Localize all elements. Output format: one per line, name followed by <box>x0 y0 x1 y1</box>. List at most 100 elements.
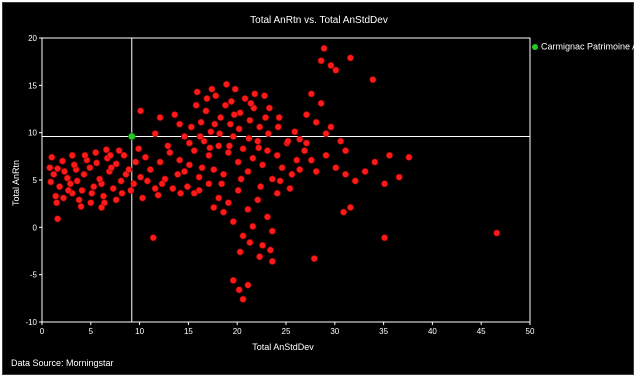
fund-point <box>340 208 348 216</box>
fund-point <box>259 161 267 169</box>
fund-point <box>58 157 66 165</box>
fund-point <box>143 177 151 185</box>
fund-point <box>107 164 115 172</box>
fund-point <box>284 137 292 145</box>
fund-point <box>236 248 244 256</box>
fund-point <box>156 114 164 122</box>
fund-point <box>337 137 345 145</box>
fund-point <box>215 194 223 202</box>
fund-point <box>99 192 107 200</box>
x-axis-label: Total AnStdDev <box>252 342 314 352</box>
x-axis-ticks: 0 5 10 15 20 25 30 35 40 45 50 <box>40 322 535 336</box>
fund-point <box>245 134 253 142</box>
fund-point <box>109 185 117 193</box>
fund-point <box>200 137 208 145</box>
x-tick-label: 50 <box>526 327 535 336</box>
fund-point <box>230 111 238 119</box>
fund-point <box>215 142 223 150</box>
fund-point <box>149 234 157 242</box>
fund-point <box>293 156 301 164</box>
fund-point <box>117 177 125 185</box>
fund-point <box>210 203 218 211</box>
fund-point <box>268 175 276 183</box>
legend-label-carmignac: Carmignac Patrimoine A <box>541 41 636 52</box>
fund-point <box>234 186 242 194</box>
fund-point <box>247 99 255 107</box>
scatter-plot: 0 5 10 15 20 25 30 35 40 45 50 -10 -5 0 5 10 15 20 <box>25 34 535 336</box>
x-tick-label: 15 <box>184 327 193 336</box>
fund-point <box>151 185 159 193</box>
fund-point <box>220 170 228 178</box>
x-tick-label: 40 <box>428 327 437 336</box>
fund-point <box>259 241 267 249</box>
chart-title: Total AnRtn vs. Total AnStdDev <box>250 15 388 26</box>
fund-point <box>229 218 237 226</box>
fund-point <box>275 114 283 122</box>
fund-point <box>73 177 81 185</box>
fund-point <box>227 97 235 105</box>
fund-point <box>52 192 60 200</box>
fund-point <box>203 95 211 103</box>
fund-point <box>263 147 271 155</box>
fund-point <box>177 189 185 197</box>
fund-point <box>235 125 243 133</box>
x-tick-label: 30 <box>330 327 339 336</box>
fund-point <box>50 170 58 178</box>
fund-point <box>256 123 264 131</box>
y-tick-label: -10 <box>25 318 37 327</box>
x-tick-label: 20 <box>233 327 242 336</box>
fund-point <box>53 199 61 207</box>
fund-point <box>229 132 237 140</box>
fund-point <box>185 161 193 169</box>
fund-point <box>332 66 340 74</box>
fund-point <box>310 255 318 263</box>
fund-point <box>224 199 232 207</box>
fund-point <box>90 183 98 191</box>
fund-point <box>220 208 228 216</box>
x-tick-label: 35 <box>379 327 388 336</box>
fund-point <box>190 189 198 197</box>
fund-point <box>317 57 325 65</box>
legend-swatch-carmignac <box>532 43 538 50</box>
fund-point <box>265 104 273 112</box>
fund-point <box>64 186 72 194</box>
fund-point <box>102 146 110 154</box>
fund-point <box>264 130 272 138</box>
fund-point <box>332 164 340 172</box>
fund-point <box>385 151 393 159</box>
fund-point <box>135 145 143 153</box>
fund-point <box>320 44 328 52</box>
fund-point <box>255 144 263 152</box>
fund-point <box>217 114 225 122</box>
fund-point <box>225 142 233 150</box>
fund-point <box>296 166 304 174</box>
fund-point <box>224 149 232 157</box>
fund-point <box>60 167 68 175</box>
fund-point <box>312 118 320 126</box>
fund-point <box>208 85 216 93</box>
fund-point <box>207 128 215 136</box>
y-axis-ticks: -10 -5 0 5 10 15 20 <box>25 34 42 327</box>
fund-point <box>174 170 182 178</box>
fund-point <box>180 167 188 175</box>
fund-point <box>205 180 213 188</box>
fund-point <box>302 111 310 119</box>
fund-point <box>210 166 218 174</box>
fund-point <box>132 158 140 166</box>
fund-point <box>68 151 76 159</box>
fund-point <box>317 99 325 107</box>
fund-point <box>235 286 243 294</box>
fund-point <box>80 170 88 178</box>
fund-point <box>218 180 226 188</box>
fund-point <box>236 109 244 117</box>
x-tick-label: 25 <box>282 327 291 336</box>
data-points <box>46 44 501 303</box>
fund-point <box>75 196 83 204</box>
fund-point <box>166 149 174 157</box>
y-tick-label: 10 <box>28 129 37 138</box>
fund-point <box>185 139 193 147</box>
highlight-point-carmignac <box>128 132 136 141</box>
fund-point <box>87 199 95 207</box>
y-tick-label: -5 <box>30 271 38 280</box>
